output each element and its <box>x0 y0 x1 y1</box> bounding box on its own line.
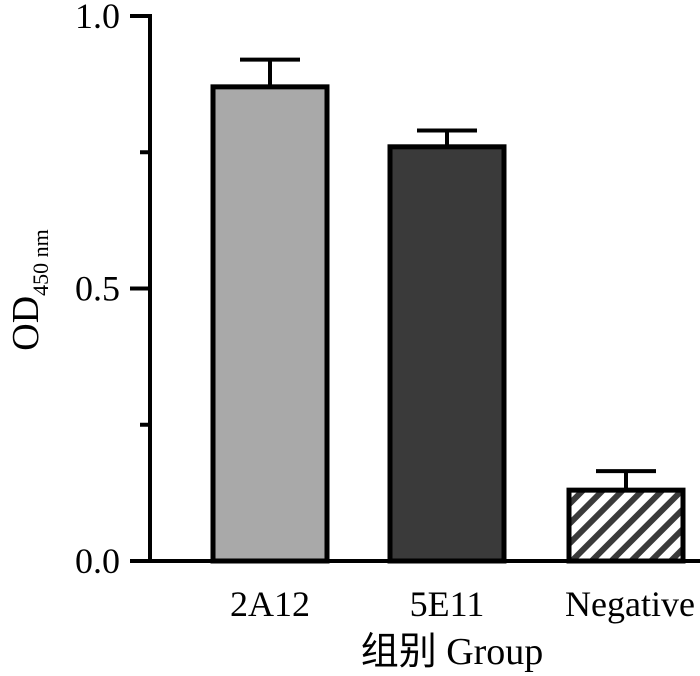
y-tick-label: 0.0 <box>75 541 120 581</box>
bar-2a12 <box>210 84 330 564</box>
bar-negative <box>566 487 686 564</box>
x-axis-title: 组别 Group <box>361 631 544 673</box>
x-tick-label: 2A12 <box>230 584 310 624</box>
x-tick-label: 5E11 <box>410 584 485 624</box>
y-axis-title-main: OD <box>5 296 47 351</box>
y-axis-title: OD450 nm <box>5 229 53 351</box>
y-axis-title-subscript: 450 nm <box>28 229 53 296</box>
y-tick-label: 1.0 <box>75 0 120 36</box>
y-tick-label: 0.5 <box>75 269 120 309</box>
bar-5e11 <box>387 144 507 564</box>
x-tick-label: Negative <box>565 584 695 624</box>
